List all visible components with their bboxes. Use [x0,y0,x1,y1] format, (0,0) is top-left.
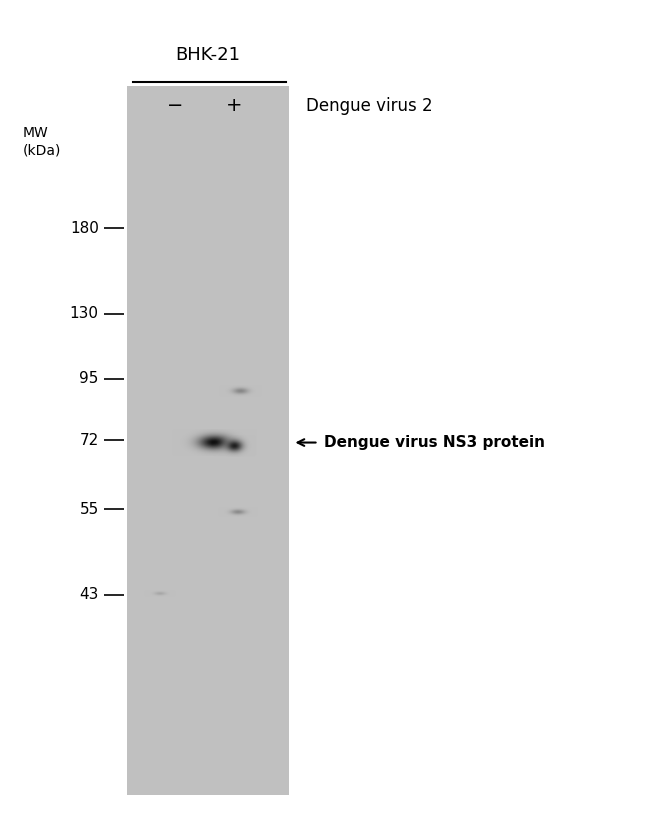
Text: MW
(kDa): MW (kDa) [23,126,61,157]
Text: 55: 55 [79,502,99,517]
Text: 130: 130 [70,306,99,321]
Text: Dengue virus NS3 protein: Dengue virus NS3 protein [324,435,545,450]
Bar [127,86,289,795]
Text: 180: 180 [70,221,99,236]
Text: 95: 95 [79,372,99,386]
Text: BHK-21: BHK-21 [176,46,240,64]
Text: +: + [226,96,242,116]
Text: −: − [167,96,184,116]
Text: 72: 72 [79,433,99,447]
Text: Dengue virus 2: Dengue virus 2 [306,97,432,115]
Text: 43: 43 [79,588,99,602]
